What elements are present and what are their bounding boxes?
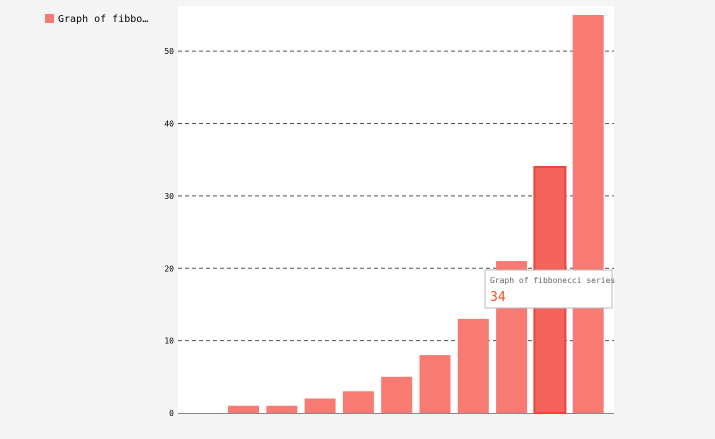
tooltip-title: Graph of fibbonecci series [490,276,615,285]
bar[interactable] [419,355,451,413]
y-tick-label: 50 [164,47,174,56]
tooltip-box [484,269,613,309]
bar[interactable] [381,376,413,413]
y-tick-label: 30 [164,192,174,201]
y-tick-label: 10 [164,337,174,346]
tooltip-value: 34 [490,290,506,305]
y-axis-ticks: 0 10 20 30 40 50 [164,47,174,418]
bar[interactable] [266,405,298,413]
bar[interactable] [304,398,336,413]
legend-swatch[interactable] [45,14,54,23]
bar[interactable] [342,391,374,413]
tooltip: Graph of fibbonecci series 34 [484,269,615,309]
y-tick-label: 0 [169,409,174,418]
y-tick-label: 20 [164,264,174,273]
y-tick-label: 40 [164,120,174,129]
grid-lines [178,50,614,342]
bars [228,15,604,414]
bar[interactable] [228,405,259,413]
legend[interactable]: Graph of fibbo… [45,14,148,25]
legend-label[interactable]: Graph of fibbo… [58,14,148,25]
bar[interactable] [572,15,604,413]
bar[interactable] [457,318,489,413]
